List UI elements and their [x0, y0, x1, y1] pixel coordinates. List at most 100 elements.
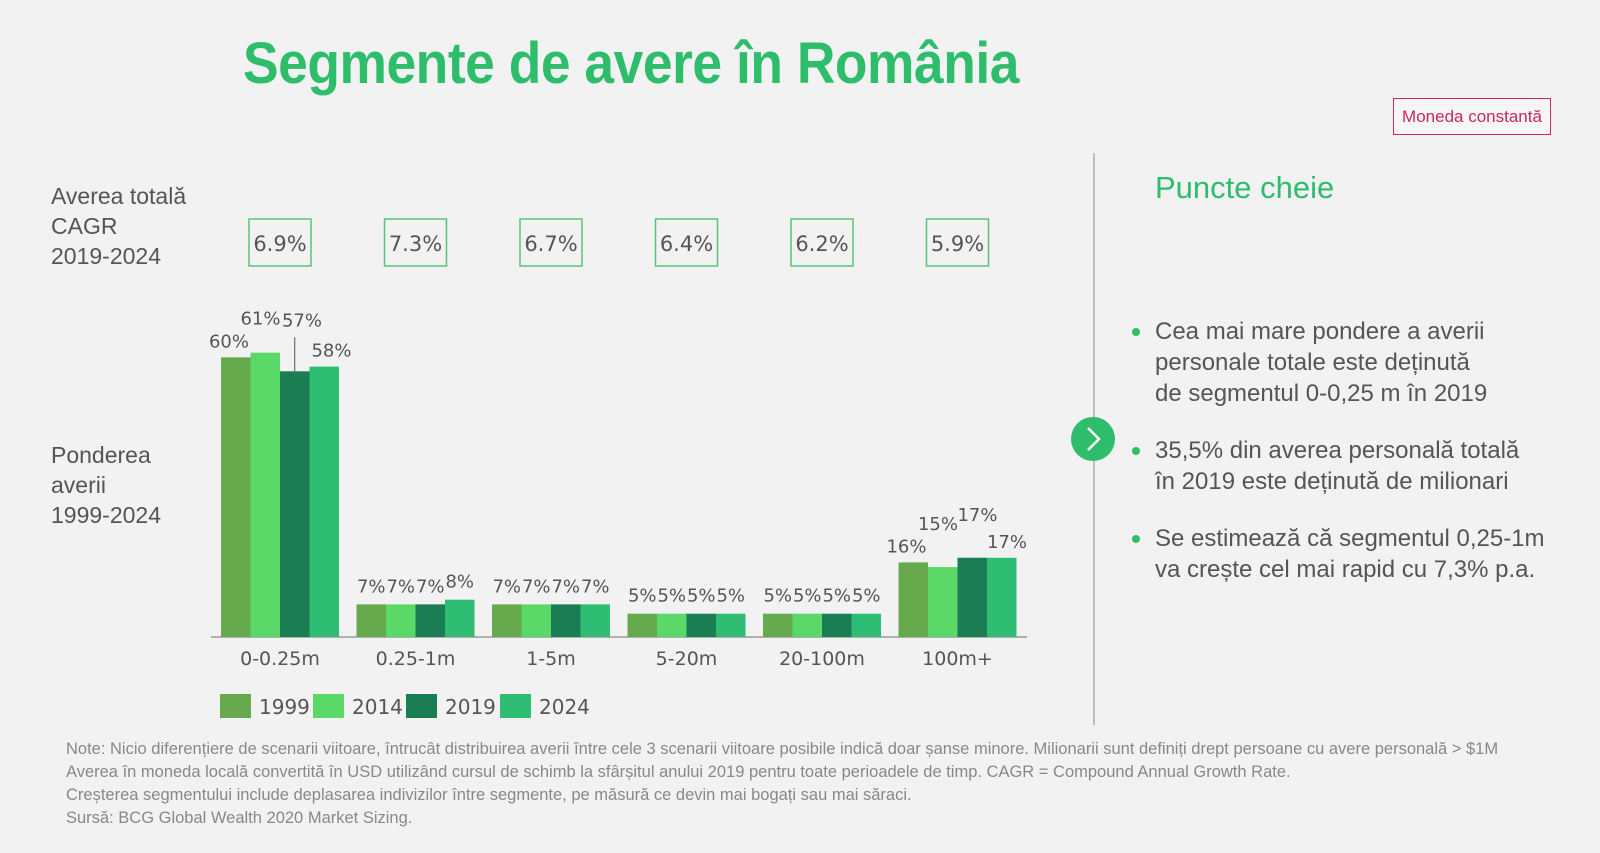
bar-2024	[309, 366, 339, 637]
key-point: Se estimează că segmentul 0,25-1m va cre…	[1130, 523, 1570, 585]
category-label: 100m+	[922, 648, 993, 670]
legend-swatch-2024	[500, 694, 531, 718]
legend-swatch-1999	[220, 694, 251, 718]
share-row-label: Ponderea averii 1999-2024	[51, 440, 161, 530]
key-point-line: va crește cel mai rapid cu 7,3% p.a.	[1155, 556, 1536, 583]
bar-2024	[716, 613, 746, 637]
cagr-value: 6.9%	[253, 232, 306, 256]
key-point-line: Cea mai mare pondere a averii	[1155, 318, 1485, 345]
data-label: 60%	[209, 331, 249, 352]
footnote-line: Note: Nicio diferențiere de scenarii vii…	[66, 740, 1499, 758]
data-label: 5%	[716, 586, 745, 607]
share-row-label-line: averii	[51, 472, 106, 498]
chevron-right-icon	[1071, 417, 1115, 461]
bar-2014	[792, 613, 822, 637]
bar-2024	[851, 613, 881, 637]
bar-1999	[898, 562, 928, 637]
category-label: 5-20m	[656, 648, 718, 670]
bar-1999	[627, 613, 657, 637]
data-label: 5%	[793, 586, 822, 607]
legend-label: 2024	[539, 695, 590, 719]
bar-2019	[957, 557, 987, 637]
cagr-box	[383, 218, 448, 267]
category-label: 1-5m	[526, 648, 576, 670]
legend-label: 2019	[445, 695, 496, 719]
cagr-row-label: Averea totală CAGR 2019-2024	[51, 181, 186, 271]
key-point-line: 35,5% din averea personală totală	[1155, 437, 1520, 464]
footnote-line: Sursă: BCG Global Wealth 2020 Market Siz…	[66, 809, 413, 827]
key-point-line: Se estimează că segmentul 0,25-1m	[1155, 525, 1545, 552]
cagr-row-label-line: 2019-2024	[51, 243, 161, 269]
cagr-row-label-line: CAGR	[51, 213, 118, 239]
cagr-value: 6.4%	[660, 232, 713, 256]
data-label: 5%	[852, 586, 881, 607]
cagr-value: 6.2%	[795, 232, 848, 256]
data-label: 17%	[957, 505, 997, 526]
key-point: 35,5% din averea personală totală în 201…	[1130, 435, 1570, 497]
bullet-icon	[1132, 447, 1140, 455]
legend-swatch-2019	[406, 694, 437, 718]
bar-1999	[492, 604, 522, 637]
data-label: 7%	[551, 576, 580, 597]
cagr-box	[790, 218, 854, 267]
data-label: 61%	[240, 309, 280, 330]
footnote-line: Averea în moneda locală convertită în US…	[66, 763, 1291, 781]
bar-2014	[386, 604, 416, 637]
data-label: 7%	[357, 576, 386, 597]
data-label: 7%	[581, 576, 610, 597]
cagr-value: 7.3%	[389, 232, 442, 256]
data-label: 58%	[311, 341, 351, 362]
data-label: 15%	[918, 514, 958, 535]
cagr-box	[654, 218, 719, 267]
cagr-row-label-line: Averea totală	[51, 183, 187, 209]
data-label: 16%	[886, 536, 926, 557]
bar-2014	[928, 567, 958, 637]
constant-currency-badge: Moneda constantă	[1393, 98, 1551, 135]
legend-label: 1999	[259, 695, 310, 719]
category-label: 0-0.25m	[240, 648, 320, 670]
category-label: 0.25-1m	[376, 648, 456, 670]
data-label: 7%	[386, 576, 415, 597]
share-row-label-line: Ponderea	[51, 442, 151, 468]
cagr-value: 6.7%	[524, 232, 577, 256]
data-label: 7%	[492, 576, 521, 597]
data-label: 5%	[628, 586, 657, 607]
data-label: 17%	[987, 532, 1027, 553]
share-row-label-line: 1999-2024	[51, 502, 161, 528]
bar-2019	[686, 613, 716, 637]
data-label: 57%	[282, 310, 322, 331]
bar-2014	[657, 613, 687, 637]
key-points-list: Cea mai mare pondere a averii personale …	[1130, 316, 1570, 611]
key-point-line: personale totale este deținută	[1155, 349, 1470, 376]
bar-1999	[356, 604, 386, 637]
data-label: 5%	[763, 586, 792, 607]
data-label: 8%	[445, 572, 474, 593]
bar-1999	[763, 613, 793, 637]
bar-2019	[551, 604, 581, 637]
footnotes: Note: Nicio diferențiere de scenarii vii…	[66, 738, 1586, 830]
bar-1999	[221, 357, 251, 637]
key-point-line: în 2019 este deținută de milionari	[1155, 468, 1509, 495]
bar-2019	[822, 613, 852, 637]
bar-2024	[580, 604, 610, 637]
bullet-icon	[1132, 535, 1140, 543]
bar-2019	[280, 371, 310, 637]
bar-2019	[415, 604, 445, 637]
key-point: Cea mai mare pondere a averii personale …	[1130, 316, 1570, 409]
key-points-title: Puncte cheie	[1155, 170, 1335, 205]
bar-2014	[250, 352, 280, 637]
data-label: 7%	[416, 576, 445, 597]
legend-swatch-2014	[313, 694, 344, 718]
cagr-value: 5.9%	[931, 232, 984, 256]
data-label: 5%	[687, 586, 716, 607]
cagr-box	[519, 218, 583, 267]
bar-2024	[445, 599, 475, 637]
key-point-line: de segmentul 0-0,25 m în 2019	[1155, 380, 1488, 407]
legend-label: 2014	[352, 695, 403, 719]
bar-2014	[521, 604, 551, 637]
data-label: 5%	[657, 586, 686, 607]
bullet-icon	[1132, 328, 1140, 336]
footnote-line: Creșterea segmentului include deplasarea…	[66, 786, 912, 804]
data-label: 7%	[522, 576, 551, 597]
